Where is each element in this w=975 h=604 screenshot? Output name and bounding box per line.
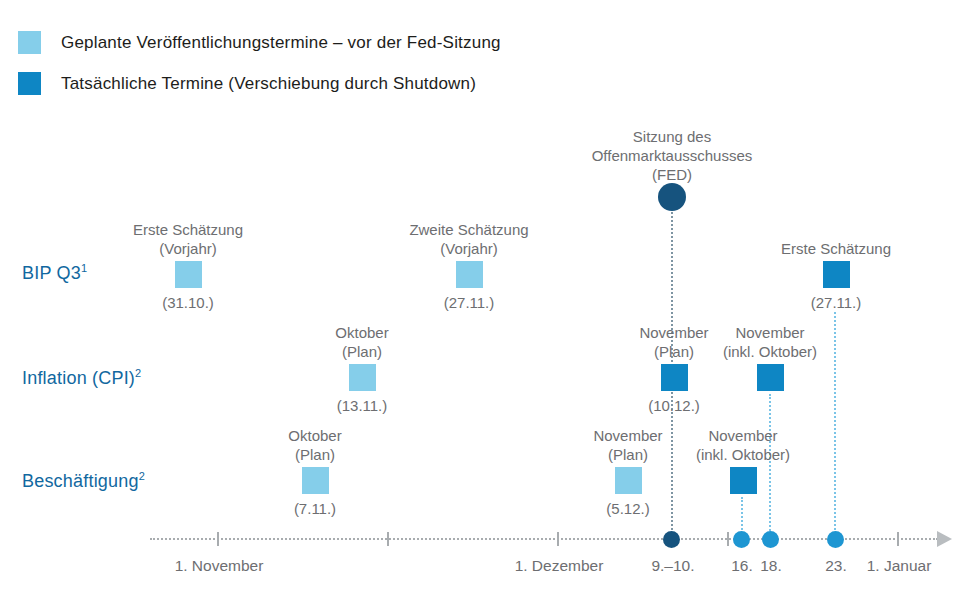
fed-annotation-line2: Offenmarktausschusses — [512, 146, 832, 165]
planned-marker — [175, 261, 202, 288]
axis-label-16: 16. — [731, 557, 753, 575]
item-title-line1: Zweite Schätzung — [409, 220, 528, 239]
item-title-line2: (inkl. Oktober) — [723, 342, 817, 361]
axis-tick-january — [897, 532, 899, 546]
item-title-line2: (Plan) — [335, 342, 388, 361]
time-axis-line — [150, 538, 938, 540]
planned-marker — [615, 467, 642, 494]
item-title: November (inkl. Oktober) — [723, 319, 817, 361]
item-date: (5.12.) — [606, 499, 649, 518]
row-label-gdp-footnote: 1 — [81, 262, 87, 274]
item-date: (27.11.) — [444, 293, 495, 312]
axis-point-fed-meeting — [663, 531, 680, 548]
axis-point-16 — [733, 531, 750, 548]
actual-marker — [823, 261, 850, 288]
axis-label-fed-dates: 9.–10. — [651, 557, 694, 575]
planned-marker — [302, 467, 329, 494]
item-date: (10.12.) — [648, 396, 700, 415]
item-title: Erste Schätzung — [781, 216, 891, 258]
timeline-item-gdp-first-estimate-actual: Erste Schätzung (27.11.) — [741, 216, 931, 312]
timeline-item-gdp-second-estimate-plan: Zweite Schätzung (Vorjahr) (27.11.) — [374, 216, 564, 312]
axis-point-23 — [827, 531, 844, 548]
axis-label-23: 23. — [825, 557, 847, 575]
axis-label-january: 1. Januar — [867, 557, 932, 575]
item-date: (27.11.) — [811, 293, 862, 312]
axis-tick-december — [557, 532, 559, 546]
legend-item-planned: Geplante Veröffentlichungstermine – vor … — [18, 31, 501, 54]
axis-tick-november — [217, 532, 219, 546]
axis-label-november: 1. November — [175, 557, 264, 575]
axis-arrow-icon — [937, 531, 952, 547]
row-label-cpi-footnote: 2 — [135, 367, 141, 379]
timeline-item-employment-november-incl-october-actual: November (inkl. Oktober) — [648, 422, 838, 499]
item-title-line2: (Vorjahr) — [133, 239, 243, 258]
row-label-cpi-text: Inflation (CPI) — [22, 368, 135, 388]
timeline-item-employment-october-plan: Oktober (Plan) (7.11.) — [220, 422, 410, 518]
axis-tick-mid-november — [387, 532, 389, 546]
row-label-cpi: Inflation (CPI)2 — [22, 367, 141, 389]
item-title: Erste Schätzung (Vorjahr) — [133, 216, 243, 258]
item-title-line1: Erste Schätzung — [781, 239, 891, 258]
item-title-line1: November — [696, 426, 790, 445]
legend: Geplante Veröffentlichungstermine – vor … — [18, 31, 501, 113]
item-title-line2: (Vorjahr) — [409, 239, 528, 258]
row-label-gdp-text: BIP Q3 — [22, 263, 81, 283]
legend-planned-label: Geplante Veröffentlichungstermine – vor … — [61, 33, 501, 53]
item-date: (13.11.) — [337, 396, 388, 415]
item-date: (31.10.) — [162, 293, 214, 312]
planned-marker — [456, 261, 483, 288]
item-date: (7.11.) — [294, 499, 336, 518]
item-title: November (inkl. Oktober) — [696, 422, 790, 464]
planned-marker — [349, 364, 376, 391]
fed-shutdown-timeline-chart: Geplante Veröffentlichungstermine – vor … — [0, 0, 975, 604]
item-title-line1: Erste Schätzung — [133, 220, 243, 239]
legend-item-actual: Tatsächliche Termine (Verschiebung durch… — [18, 72, 501, 95]
item-title-line1: Oktober — [288, 426, 341, 445]
item-title: Zweite Schätzung (Vorjahr) — [409, 216, 528, 258]
item-title: Oktober (Plan) — [335, 319, 388, 361]
axis-label-december: 1. Dezember — [515, 557, 604, 575]
actual-swatch-icon — [18, 72, 41, 95]
row-label-employment-text: Beschäftigung — [22, 471, 139, 491]
timeline-item-cpi-november-incl-october-actual: November (inkl. Oktober) — [675, 319, 865, 396]
actual-marker — [757, 364, 784, 391]
planned-swatch-icon — [18, 31, 41, 54]
fed-annotation-line1: Sitzung des — [512, 127, 832, 146]
axis-label-18: 18. — [760, 557, 782, 575]
axis-tick-mid-december — [727, 532, 729, 546]
row-label-employment: Beschäftigung2 — [22, 470, 145, 492]
fed-meeting-annotation: Sitzung des Offenmarktausschusses (FED) — [512, 127, 832, 184]
actual-marker — [730, 467, 757, 494]
item-title-line1: Oktober — [335, 323, 388, 342]
legend-actual-label: Tatsächliche Termine (Verschiebung durch… — [61, 74, 476, 94]
row-label-employment-footnote: 2 — [139, 470, 145, 482]
timeline-item-cpi-october-plan: Oktober (Plan) (13.11.) — [267, 319, 457, 415]
row-label-gdp: BIP Q31 — [22, 262, 87, 284]
item-title-line2: (inkl. Oktober) — [696, 445, 790, 464]
item-title: Oktober (Plan) — [288, 422, 341, 464]
fed-annotation-line3: (FED) — [512, 165, 832, 184]
item-title-line2: (Plan) — [288, 445, 341, 464]
item-title-line1: November — [723, 323, 817, 342]
axis-point-18 — [762, 531, 779, 548]
timeline-item-gdp-first-estimate-plan: Erste Schätzung (Vorjahr) (31.10.) — [93, 216, 283, 312]
fed-meeting-marker — [658, 183, 686, 211]
